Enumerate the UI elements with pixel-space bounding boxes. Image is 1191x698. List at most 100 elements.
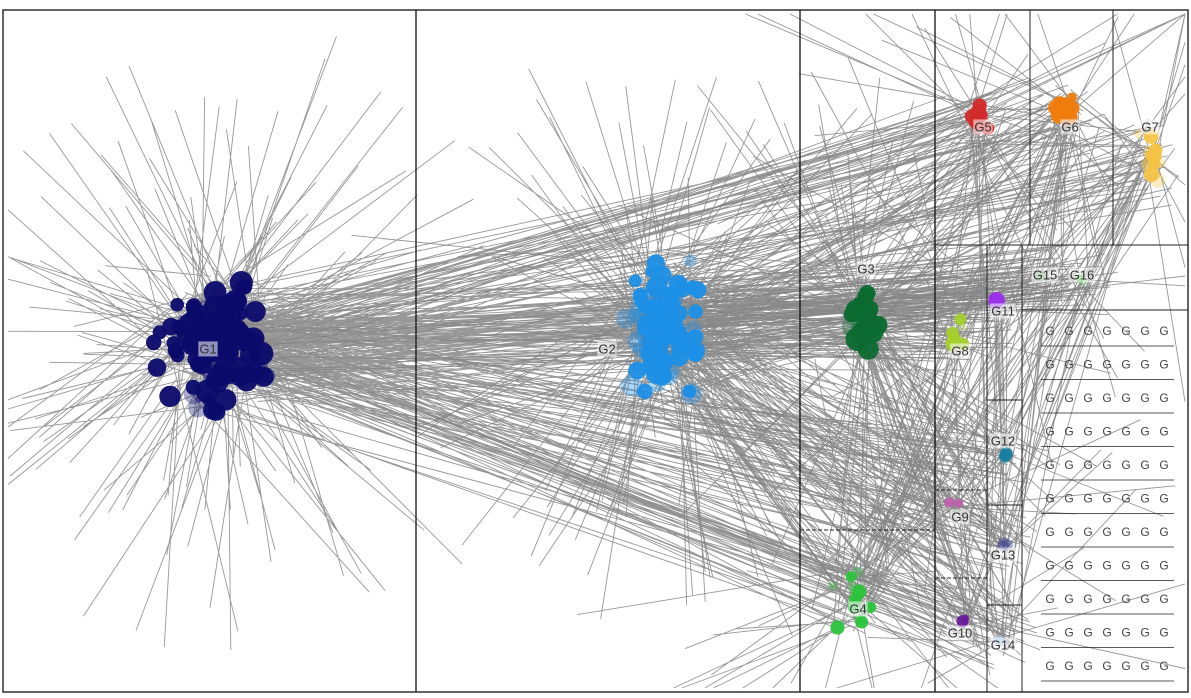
small-group-label: G xyxy=(1140,324,1149,338)
small-group-label: G xyxy=(1140,358,1149,372)
small-group-label: G xyxy=(1064,659,1073,673)
small-group-label: G xyxy=(1083,626,1092,640)
node xyxy=(231,292,246,307)
group-label: G6 xyxy=(1061,119,1078,134)
small-group-label: G xyxy=(1045,525,1054,539)
small-group-label: G xyxy=(1102,492,1111,506)
small-group-label: G xyxy=(1045,425,1054,439)
group-label: G11 xyxy=(991,303,1015,318)
small-group-label: G xyxy=(1045,592,1054,606)
node xyxy=(649,335,668,354)
node xyxy=(954,500,962,508)
node xyxy=(666,324,688,346)
group-label: G3 xyxy=(857,261,874,276)
node xyxy=(846,571,857,582)
small-group-label: G xyxy=(1064,391,1073,405)
node xyxy=(653,369,668,384)
node xyxy=(1142,160,1152,170)
group-label: G9 xyxy=(951,509,968,524)
small-group-label: G xyxy=(1140,626,1149,640)
small-group-label: G xyxy=(1121,324,1130,338)
node xyxy=(684,254,697,267)
small-group-label: G xyxy=(1064,425,1073,439)
small-group-label: G xyxy=(1121,425,1130,439)
small-group-label: G xyxy=(1083,324,1092,338)
small-group-label: G xyxy=(1064,626,1073,640)
small-group-label: G xyxy=(1083,659,1092,673)
small-group-label: G xyxy=(1083,559,1092,573)
small-group-label: G xyxy=(1045,458,1054,472)
small-group-label: G xyxy=(1102,358,1111,372)
small-group-label: G xyxy=(1140,659,1149,673)
node xyxy=(243,330,257,344)
small-group-label: G xyxy=(1140,425,1149,439)
node xyxy=(199,326,213,340)
small-group-label: G xyxy=(1045,626,1054,640)
small-group-label: G xyxy=(1159,324,1168,338)
small-group-label: G xyxy=(1140,592,1149,606)
node xyxy=(944,497,954,507)
small-group-label: G xyxy=(1045,492,1054,506)
node xyxy=(171,348,185,362)
node xyxy=(245,301,266,322)
node xyxy=(830,620,844,634)
node xyxy=(236,370,258,392)
node xyxy=(848,582,859,593)
node xyxy=(962,615,969,622)
small-group-label: G xyxy=(1140,492,1149,506)
node xyxy=(828,582,837,591)
node xyxy=(629,274,642,287)
small-group-label: G xyxy=(1083,458,1092,472)
node xyxy=(687,345,704,362)
group-label: G1 xyxy=(199,341,216,356)
small-group-label: G xyxy=(1121,626,1130,640)
group-label: G4 xyxy=(849,601,866,616)
small-group-label: G xyxy=(1102,559,1111,573)
small-group-label: G xyxy=(1045,391,1054,405)
node xyxy=(1151,149,1162,160)
small-group-label: G xyxy=(1159,592,1168,606)
small-group-label: G xyxy=(1121,458,1130,472)
node xyxy=(972,104,984,116)
network-diagram: G1G2G3G4G5G6G7G8G9G10G11G12G13G14G15G16G… xyxy=(0,0,1191,698)
small-group-label: G xyxy=(1083,592,1092,606)
small-group-label: G xyxy=(1159,626,1168,640)
small-group-label: G xyxy=(1159,525,1168,539)
small-group-label: G xyxy=(1102,458,1111,472)
group-label: G2 xyxy=(598,341,615,356)
node xyxy=(214,313,234,333)
group-label: G12 xyxy=(991,433,1016,448)
small-group-label: G xyxy=(1121,391,1130,405)
small-group-label: G xyxy=(1159,559,1168,573)
small-group-label: G xyxy=(1140,559,1149,573)
node xyxy=(844,307,860,323)
small-group-label: G xyxy=(1045,659,1054,673)
small-group-label: G xyxy=(1064,592,1073,606)
small-group-label: G xyxy=(1045,559,1054,573)
small-group-label: G xyxy=(1064,458,1073,472)
small-group-label: G xyxy=(1083,425,1092,439)
small-group-label: G xyxy=(1159,659,1168,673)
node xyxy=(855,616,868,629)
node xyxy=(664,287,684,307)
node xyxy=(859,317,873,331)
node xyxy=(688,329,703,344)
node xyxy=(859,285,875,301)
small-group-label: G xyxy=(1064,559,1073,573)
node xyxy=(858,339,879,360)
small-group-label: G xyxy=(1102,592,1111,606)
small-group-label: G xyxy=(1045,358,1054,372)
group-label: G10 xyxy=(948,625,973,640)
node xyxy=(628,362,646,380)
node xyxy=(148,358,167,377)
small-group-label: G xyxy=(1159,458,1168,472)
small-group-label: G xyxy=(1121,592,1130,606)
node xyxy=(206,370,229,393)
small-group-label: G xyxy=(1102,425,1111,439)
small-group-label: G xyxy=(1140,458,1149,472)
small-group-label: G xyxy=(1159,358,1168,372)
small-group-label: G xyxy=(1064,492,1073,506)
node xyxy=(954,313,966,325)
small-group-label: G xyxy=(1121,659,1130,673)
small-group-label: G xyxy=(1083,391,1092,405)
